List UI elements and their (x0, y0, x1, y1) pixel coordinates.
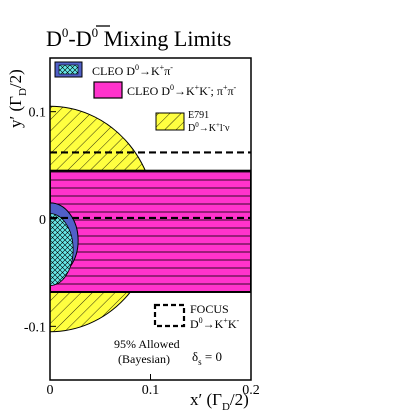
chart-title: D0-D0 Mixing Limits (46, 25, 231, 51)
annotation-delta-s: δs = 0 (192, 349, 222, 367)
x-tick-label: 0 (47, 383, 54, 398)
y-tick-label: 0 (39, 213, 46, 228)
axis-ticks: 0 0.1 0.2 0.1 0 -0.1 (24, 106, 260, 398)
y-tick-label: -0.1 (24, 320, 46, 335)
svg-text:CLEO D0→K+π-: CLEO D0→K+π- (92, 63, 173, 78)
legend-cleo-kkpipi: CLEO D0→K+K-; π+π- (93, 81, 237, 99)
x-tick-label: 0.2 (242, 383, 260, 398)
annotation-bayesian: (Bayesian) (118, 352, 170, 366)
legend-e791: E791 D0→K+l-ν (155, 110, 230, 134)
x-axis-label: x′ (ΓD/2) (190, 390, 249, 413)
svg-text:D0→K+l-ν: D0→K+l-ν (188, 121, 230, 134)
y-axis-label: y′ (ΓD/2) (6, 69, 29, 128)
legend-cleo-kpi: CLEO D0→K+π- (54, 61, 173, 78)
svg-text:FOCUS: FOCUS (190, 302, 229, 316)
y-tick-label: 0.1 (29, 106, 47, 121)
cleo-kpi-crosshatch (50, 213, 74, 286)
legend-focus: FOCUS D0→K+K- (153, 302, 240, 331)
plot-regions (50, 105, 251, 333)
svg-text:E791: E791 (188, 110, 209, 121)
cleo-kkpipi-hatch (50, 170, 251, 292)
svg-text:D0→K+K-: D0→K+K- (190, 316, 240, 331)
x-tick-label: 0.1 (142, 383, 160, 398)
annotation-95-allowed: 95% Allowed (114, 337, 180, 351)
svg-text:CLEO D0→K+K-; π+π-: CLEO D0→K+K-; π+π- (127, 83, 237, 98)
